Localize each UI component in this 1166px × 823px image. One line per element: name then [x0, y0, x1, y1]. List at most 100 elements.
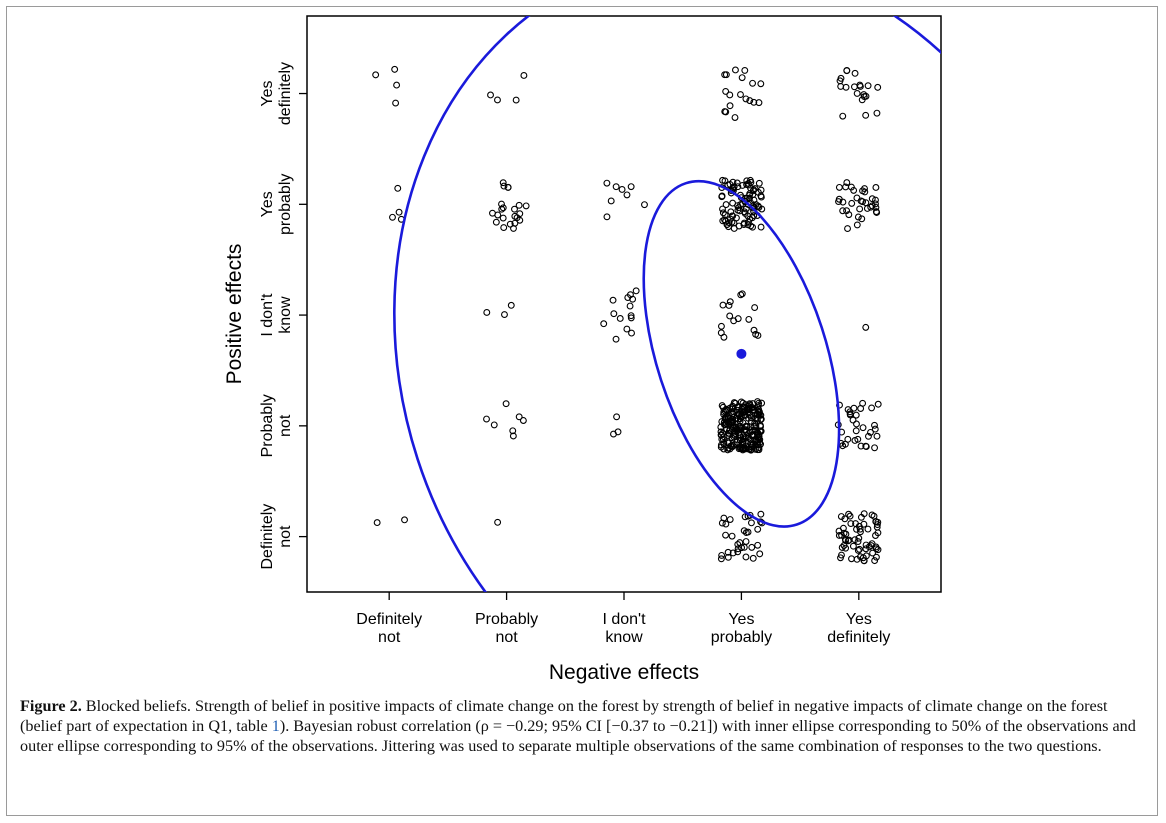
x-tick-label: probably: [711, 629, 772, 646]
data-point: [725, 418, 733, 426]
data-point: [868, 404, 876, 412]
data-point: [719, 301, 727, 309]
data-point: [720, 514, 728, 522]
caption-lead: Figure 2.: [20, 697, 82, 715]
data-point: [871, 421, 878, 429]
data-point: [869, 549, 877, 557]
data-point: [717, 555, 725, 563]
data-point: [856, 525, 864, 533]
data-point: [721, 407, 729, 415]
data-point: [738, 74, 746, 82]
data-point: [754, 541, 762, 549]
data-point: [841, 440, 849, 448]
data-point: [855, 534, 863, 542]
data-point: [726, 91, 734, 99]
data-point: [845, 536, 853, 544]
data-point: [746, 97, 754, 105]
data-point: [860, 520, 868, 528]
data-point: [862, 323, 870, 331]
x-tick-label: know: [605, 629, 643, 646]
data-point: [847, 520, 855, 527]
data-point: [871, 444, 879, 452]
data-point: [857, 405, 865, 412]
x-tick-label: Yes: [728, 611, 754, 628]
data-point: [728, 212, 736, 220]
data-point: [865, 432, 872, 440]
data-point: [860, 557, 868, 565]
data-point: [741, 426, 749, 434]
data-point: [747, 519, 755, 527]
data-point: [850, 404, 858, 412]
data-point: [507, 301, 515, 309]
data-point: [515, 413, 523, 421]
y-tick-label: not: [277, 525, 294, 548]
data-point: [724, 432, 732, 439]
y-tick-label: Yes: [259, 191, 276, 217]
data-point: [498, 205, 506, 213]
data-point: [839, 207, 847, 215]
table-reference-link[interactable]: 1: [271, 717, 280, 735]
data-point: [754, 332, 762, 339]
data-point: [739, 181, 746, 189]
data-point: [743, 177, 751, 185]
data-point: [851, 69, 859, 77]
data-point: [492, 218, 500, 226]
data-point: [862, 545, 870, 553]
y-tick-label: Probably: [259, 394, 276, 457]
data-point: [749, 554, 757, 562]
data-point: [755, 99, 763, 107]
data-point: [732, 426, 739, 434]
data-point: [610, 430, 617, 438]
data-point: [871, 425, 879, 433]
data-point: [490, 421, 498, 429]
data-point: [722, 87, 730, 95]
data-point: [745, 414, 752, 422]
x-tick-label: definitely: [827, 629, 890, 646]
data-point: [848, 555, 855, 563]
data-point: [510, 224, 517, 232]
data-point: [731, 66, 739, 74]
data-point: [737, 291, 745, 299]
data-point: [740, 527, 748, 535]
data-point: [613, 413, 621, 421]
data-point: [873, 523, 881, 531]
data-point: [757, 223, 765, 231]
data-point: [731, 114, 739, 121]
data-point: [750, 98, 758, 106]
data-point: [757, 510, 765, 518]
x-tick-label: not: [378, 629, 401, 646]
x-tick-label: Probably: [475, 611, 538, 628]
data-point: [603, 179, 611, 187]
data-point: [718, 551, 726, 559]
data-point: [610, 310, 618, 318]
data-point: [487, 91, 494, 99]
data-point: [853, 420, 860, 428]
data-point: [755, 432, 763, 440]
data-point: [519, 417, 527, 424]
data-point: [749, 79, 757, 87]
data-point: [837, 74, 845, 82]
data-point: [872, 532, 879, 539]
data-point: [494, 211, 502, 219]
data-point: [498, 200, 505, 208]
data-point: [506, 220, 514, 228]
data-point: [867, 428, 874, 436]
data-point: [612, 335, 620, 343]
data-point: [734, 206, 742, 214]
data-point: [499, 214, 507, 222]
data-point: [502, 400, 510, 408]
data-point: [872, 200, 879, 208]
data-point: [749, 187, 757, 195]
data-point: [741, 407, 749, 415]
data-point: [874, 400, 882, 408]
data-point: [744, 212, 752, 220]
data-point: [373, 519, 381, 527]
data-point: [717, 428, 725, 436]
data-point: [754, 525, 762, 533]
data-point: [736, 431, 744, 439]
data-point: [857, 442, 865, 450]
data-point: [755, 203, 763, 211]
data-point: [723, 425, 731, 433]
data-point: [626, 291, 634, 299]
